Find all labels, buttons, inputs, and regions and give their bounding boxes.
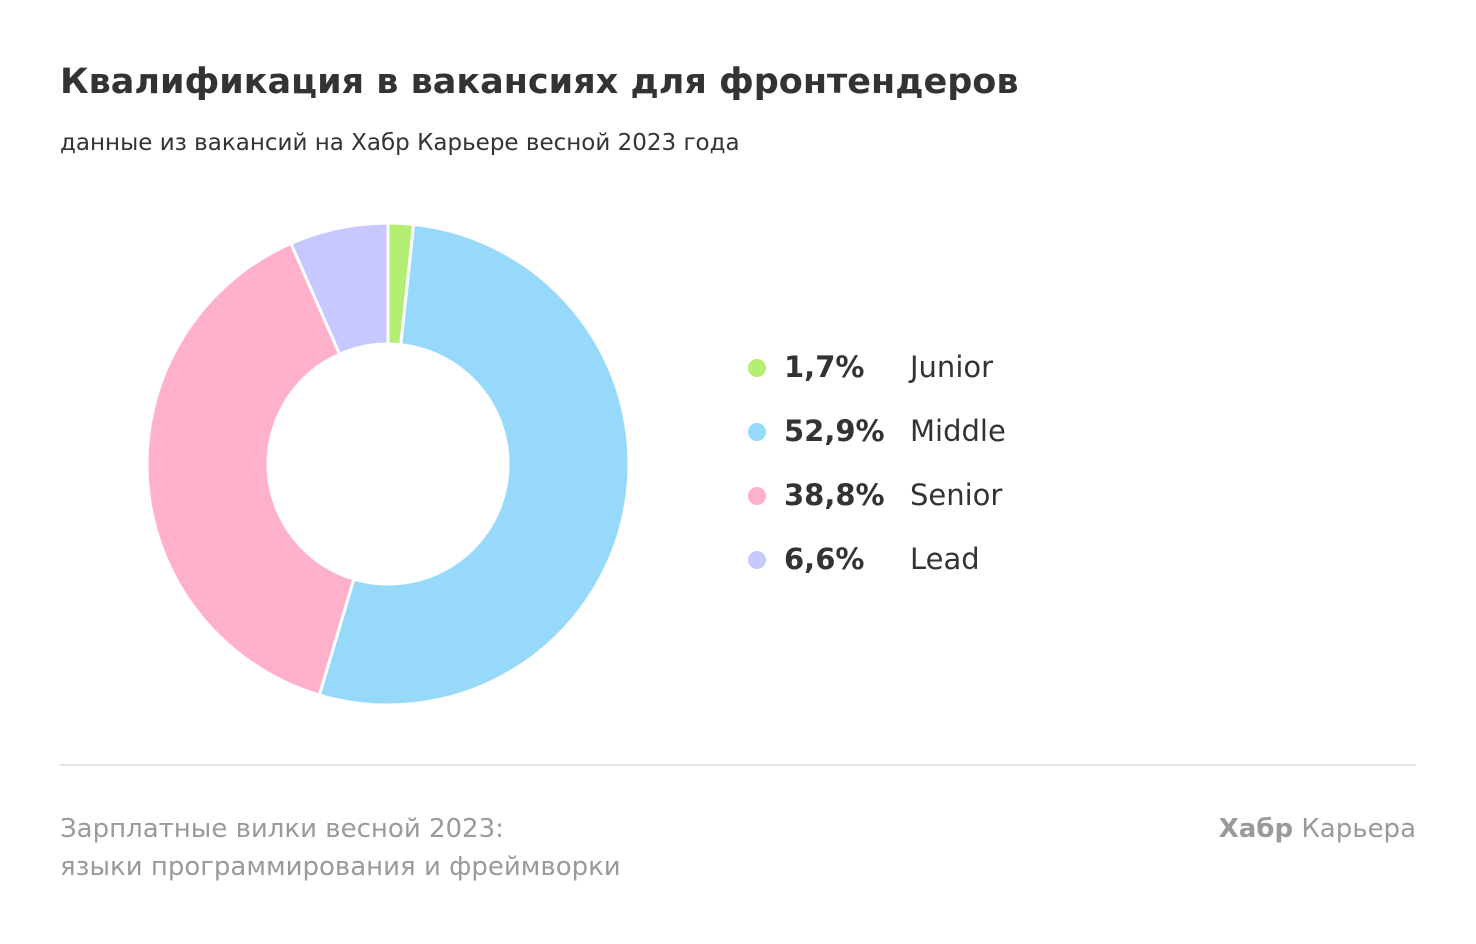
legend-dot-middle (748, 423, 766, 441)
brand-name-regular: Карьера (1301, 814, 1416, 844)
legend-dot-senior (748, 487, 766, 505)
legend-label-senior: Senior (910, 478, 1003, 512)
footer-source-line2: языки программирования и фреймворки (60, 852, 621, 882)
chart-subtitle: данные из вакансий на Хабр Карьере весно… (60, 130, 740, 156)
donut-slice-senior (145, 241, 356, 697)
legend-dot-junior (748, 359, 766, 377)
footer-divider (60, 764, 1416, 766)
brand-name-bold: Хабр (1218, 814, 1294, 844)
donut-slice-lead (289, 221, 390, 356)
legend-value-lead: 6,6% (784, 542, 865, 576)
legend-value-middle: 52,9% (784, 414, 885, 448)
footer-source-line1: Зарплатные вилки весной 2023: (60, 814, 504, 844)
chart-title: Квалификация в вакансиях для фронтендеро… (60, 62, 1019, 102)
footer-source: Зарплатные вилки весной 2023: языки прог… (60, 810, 621, 886)
legend-label-middle: Middle (910, 414, 1006, 448)
legend-label-junior: Junior (910, 350, 994, 384)
donut-slice-middle (317, 222, 631, 707)
legend-value-senior: 38,8% (784, 478, 885, 512)
legend-value-junior: 1,7% (784, 350, 865, 384)
legend-dot-lead (748, 551, 766, 569)
legend-label-lead: Lead (910, 542, 980, 576)
donut-chart (145, 221, 631, 707)
brand-logo: Хабр Карьера (1219, 810, 1416, 848)
